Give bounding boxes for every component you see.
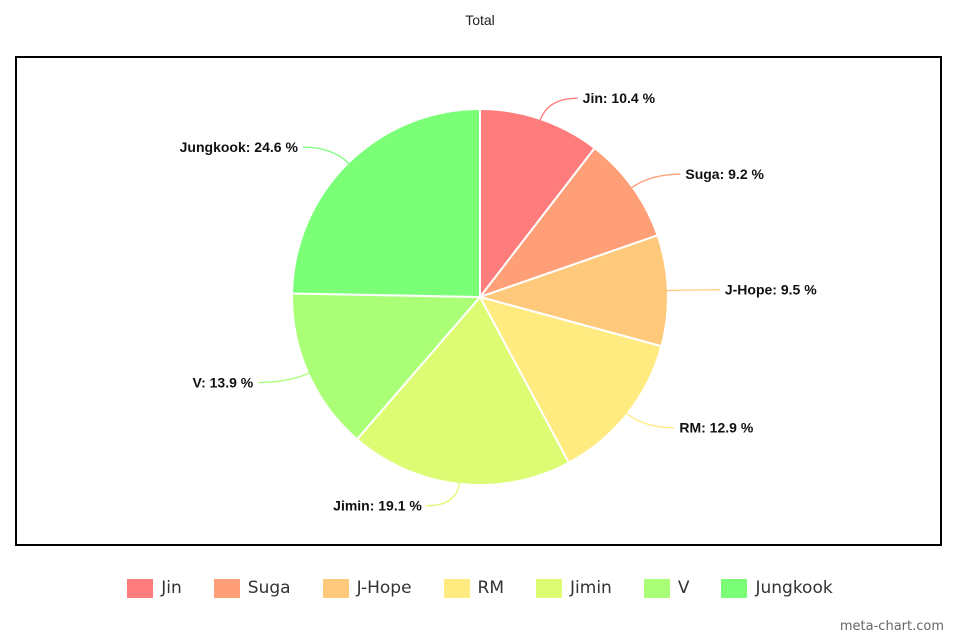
legend-swatch — [536, 578, 563, 598]
legend-label: Jin — [161, 578, 182, 598]
legend-label: J-Hope — [356, 578, 412, 598]
pie-slice-jungkook — [291, 107, 481, 299]
legend-swatch — [443, 578, 470, 598]
legend-item-v[interactable]: V — [643, 578, 690, 598]
slice-label-v: V: 13.9 % — [193, 375, 254, 391]
chart-title: Total — [465, 12, 495, 28]
legend-item-jimin[interactable]: Jimin — [536, 578, 612, 598]
legend-item-suga[interactable]: Suga — [213, 578, 291, 598]
connector-jin — [539, 97, 578, 122]
connector-jungkook — [302, 146, 351, 165]
legend-swatch — [127, 578, 154, 598]
legend-item-jungkook[interactable]: Jungkook — [721, 578, 833, 598]
legend-label: RM — [477, 578, 505, 598]
connector-jimin — [426, 481, 461, 507]
slice-label-j-hope: J-Hope: 9.5 % — [725, 282, 817, 298]
legend-item-j-hope[interactable]: J-Hope — [322, 578, 412, 598]
legend-swatch — [213, 578, 240, 598]
pie-chart: Jin: 10.4 % Suga: 9.2 % J-Hope: 9.5 % RM: 1… — [180, 90, 818, 514]
legend-swatch — [322, 578, 349, 598]
connector-v — [258, 372, 311, 384]
slice-label-jungkook: Jungkook: 24.6 % — [180, 139, 299, 155]
slice-label-rm: RM: 12.9 % — [679, 420, 753, 436]
slice-label-jin: Jin: 10.4 % — [583, 90, 656, 106]
legend-item-jin[interactable]: Jin — [127, 578, 182, 598]
slice-label-suga: Suga: 9.2 % — [685, 166, 764, 182]
slice-label-jimin: Jimin: 19.1 % — [333, 498, 422, 514]
connector-j-hope — [665, 289, 720, 292]
plot-frame — [15, 56, 942, 546]
legend-swatch — [721, 578, 748, 598]
connector-suga — [630, 173, 681, 189]
legend-swatch — [643, 578, 670, 598]
legend-label: V — [677, 578, 690, 598]
legend-label: Jungkook — [755, 578, 833, 598]
legend: Jin Suga J-Hope RM Jimin V Jungkook — [0, 578, 960, 598]
legend-label: Suga — [247, 578, 291, 598]
legend-label: Jimin — [570, 578, 612, 598]
legend-item-rm[interactable]: RM — [443, 578, 505, 598]
watermark: meta-chart.com — [839, 619, 944, 634]
connector-rm — [625, 412, 675, 429]
